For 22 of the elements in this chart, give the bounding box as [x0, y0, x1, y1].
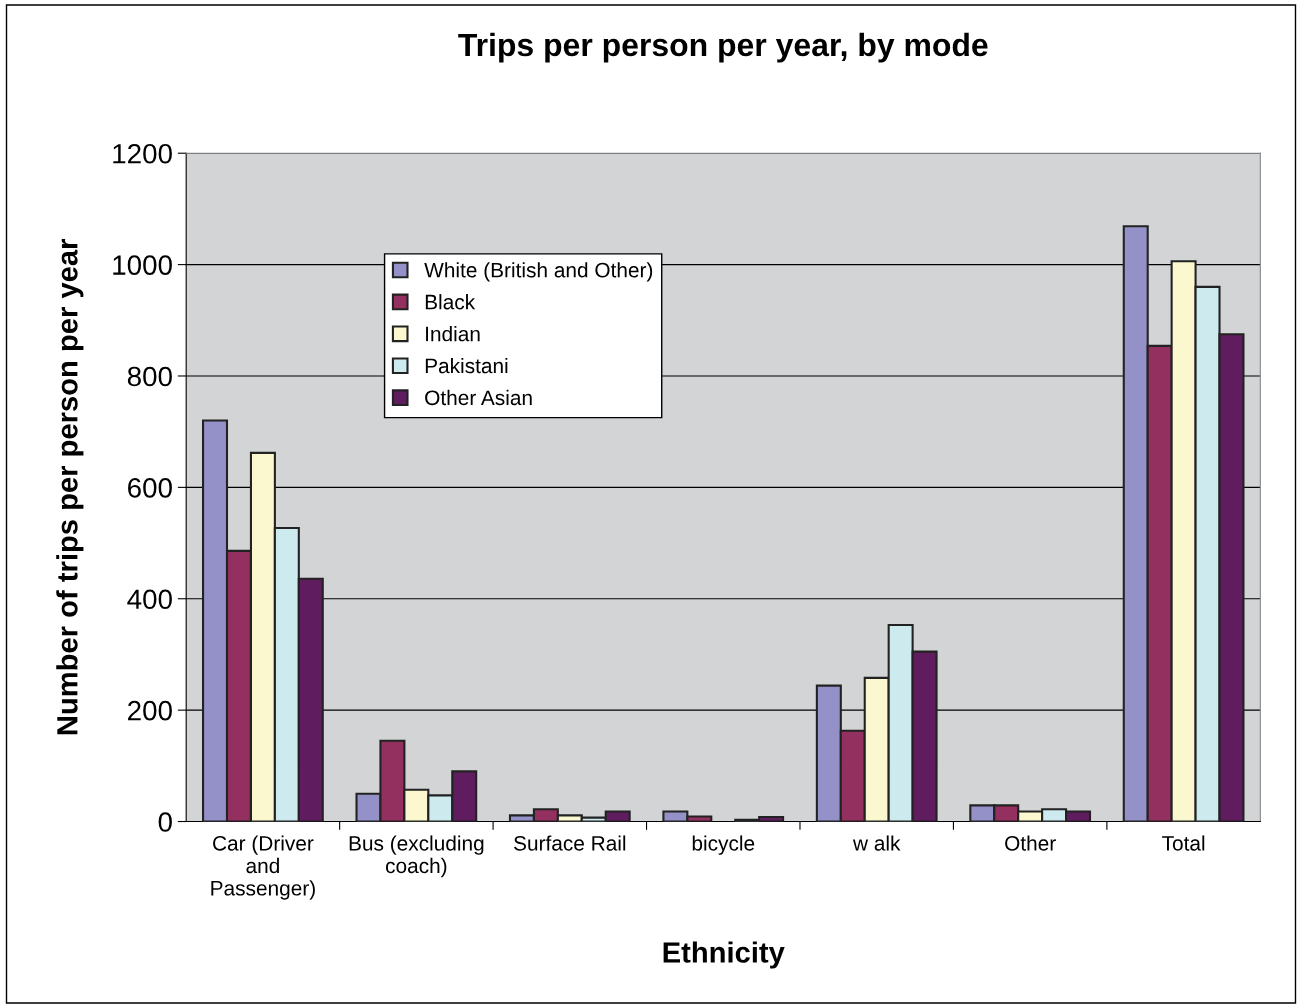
- y-tick-label: 1000: [113, 255, 172, 275]
- x-tick-label: Car (Driver and Passenger): [211, 835, 315, 900]
- x-tick-label: Surface Rail: [514, 835, 626, 851]
- legend-label: Indian: [426, 326, 480, 342]
- legend-label: White (British and Other): [424, 262, 653, 282]
- legend-label: Black: [425, 294, 476, 310]
- y-tick-label: 1200: [113, 143, 172, 164]
- x-tick-label: Bus (excluding coach): [349, 835, 484, 878]
- x-tick-label: bicycle: [692, 835, 755, 855]
- y-tick-label: 400: [127, 589, 172, 610]
- legend-label: Pakistani: [425, 357, 508, 374]
- y-axis-title: Number of trips per person per year: [56, 239, 84, 735]
- y-tick-label: 200: [128, 700, 172, 721]
- chart-title: Trips per person per year, by mode: [458, 32, 988, 63]
- x-tick-label: Total: [1162, 835, 1205, 851]
- x-tick-label: Other: [1005, 835, 1056, 851]
- y-tick-label: 800: [127, 366, 172, 387]
- y-tick-label: 0: [158, 812, 172, 832]
- y-tick-label: 600: [128, 478, 172, 498]
- legend-label: Other Asian: [425, 389, 532, 406]
- x-axis-title: Ethnicity: [663, 941, 785, 969]
- x-tick-label: w alk: [852, 835, 901, 851]
